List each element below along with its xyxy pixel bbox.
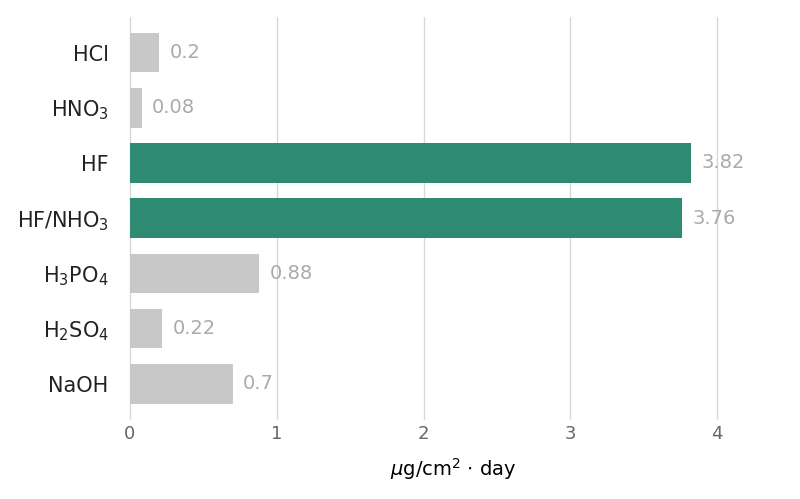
Bar <box>130 32 159 72</box>
X-axis label: $\mu$g/cm$^2$ $\cdot$ day: $\mu$g/cm$^2$ $\cdot$ day <box>390 457 516 483</box>
Text: 0.88: 0.88 <box>270 264 313 283</box>
Text: 0.08: 0.08 <box>152 98 195 117</box>
Text: 0.2: 0.2 <box>170 43 200 62</box>
Text: 3.82: 3.82 <box>701 154 745 173</box>
Text: 0.22: 0.22 <box>173 319 216 338</box>
Bar <box>130 88 142 128</box>
Text: 3.76: 3.76 <box>692 209 736 228</box>
Bar <box>130 364 233 404</box>
Bar <box>130 198 682 238</box>
Bar <box>130 253 259 293</box>
Text: 0.7: 0.7 <box>243 374 274 393</box>
Bar <box>130 143 691 183</box>
Bar <box>130 309 162 348</box>
